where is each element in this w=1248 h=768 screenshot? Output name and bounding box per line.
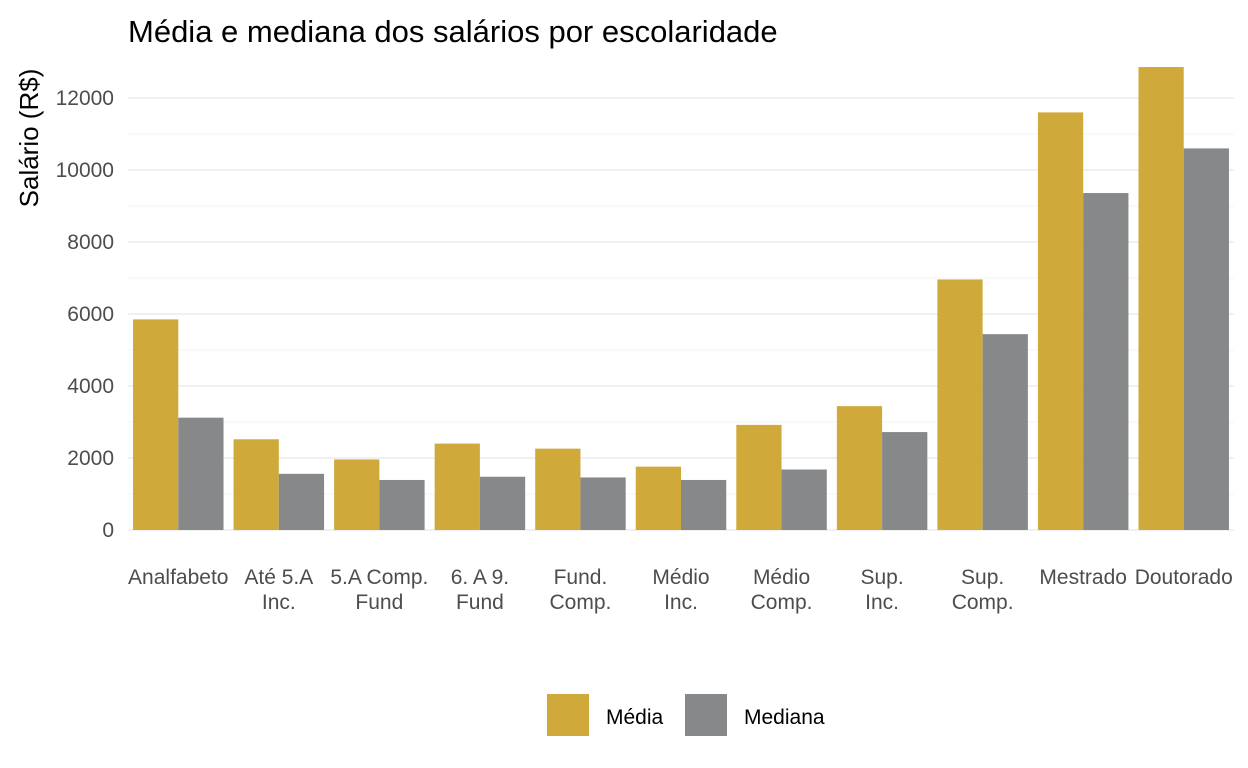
y-tick-label: 2000 (67, 447, 114, 470)
bar-mediana: Até 5.A Inc. — Mediana: 1560 (278, 473, 325, 530)
bar-media: Mestrado — Média: 11600 (1037, 112, 1084, 531)
bar-media: Até 5.A Inc. — Média: 2520 (233, 439, 279, 530)
bar-media: Doutorado — Média: 12860 (1138, 67, 1184, 530)
bar-mediana: Fund. Comp. — Mediana: 1460 (580, 477, 626, 530)
x-tick-label: 5.A Comp. Fund (330, 566, 428, 614)
y-tick-label: 8000 (67, 231, 114, 254)
bar-mediana: Sup. Inc. — Mediana: 2720 (882, 432, 928, 530)
bar-mediana: Médio Inc. — Mediana: 1390 (681, 479, 727, 530)
x-tick-label: Sup. Inc. (860, 566, 903, 614)
x-tick-label: 6. A 9. Fund (451, 566, 509, 614)
bar-media: 6. A 9. Fund — Média: 2400 (434, 443, 480, 530)
bar-mediana: Sup. Comp. — Mediana: 5440 (982, 334, 1028, 530)
y-tick-label: 0 (102, 519, 114, 542)
bar-media: Sup. Inc. — Média: 3440 (836, 406, 883, 530)
bar-media: Médio Inc. — Média: 1760 (635, 466, 681, 530)
x-tick-label: Mestrado (1039, 566, 1127, 589)
bar-mediana: Doutorado — Mediana: 10600 (1183, 148, 1229, 530)
y-axis-label: Salário (R$) (14, 69, 44, 208)
x-tick-label: Fund. Comp. (550, 566, 612, 614)
legend-label-media: Média (606, 706, 664, 729)
bar-mediana: Analfabeto — Mediana: 3120 (178, 417, 224, 530)
legend-key-media (547, 694, 589, 736)
legend-label-mediana: Mediana (744, 706, 825, 729)
legend-key-mediana (685, 694, 727, 736)
y-tick-label: 10000 (56, 159, 114, 182)
bar-mediana: 6. A 9. Fund — Mediana: 1480 (479, 476, 526, 530)
x-tick-label: Doutorado (1135, 566, 1233, 589)
x-tick-label: Até 5.A Inc. (244, 566, 313, 614)
y-tick-label: 4000 (67, 375, 114, 398)
x-tick-label: Sup. Comp. (952, 566, 1014, 614)
x-tick-label: Analfabeto (128, 566, 228, 589)
bar-media: Médio Comp. — Média: 2920 (736, 424, 782, 530)
bar-media: Fund. Comp. — Média: 2260 (535, 448, 581, 530)
bars: Analfabeto — Média: 5850Analfabeto — Med… (133, 67, 1229, 531)
bar-media: 5.A Comp. Fund — Média: 1960 (334, 459, 380, 530)
bar-mediana: Mestrado — Mediana: 9360 (1083, 193, 1129, 531)
bar-media: Analfabeto — Média: 5850 (133, 319, 179, 530)
x-tick-label: Médio Inc. (652, 566, 709, 614)
bar-mediana: 5.A Comp. Fund — Mediana: 1390 (379, 479, 425, 530)
y-tick-label: 6000 (67, 303, 114, 326)
y-axis-ticks: 0 2000 4000 6000 8000 10000 12000 (56, 87, 114, 542)
y-tick-label: 12000 (56, 87, 114, 110)
chart-title: Média e mediana dos salários por escolar… (128, 14, 778, 49)
x-tick-label: Médio Comp. (751, 566, 813, 614)
bar-media: Sup. Comp. — Média: 6960 (937, 279, 983, 530)
x-axis-ticks: Analfabeto Até 5.A Inc. 5.A Comp. Fund 6. A 9… (128, 566, 1233, 614)
bar-mediana: Médio Comp. — Mediana: 1680 (781, 469, 827, 530)
legend: Média Mediana (547, 694, 825, 736)
